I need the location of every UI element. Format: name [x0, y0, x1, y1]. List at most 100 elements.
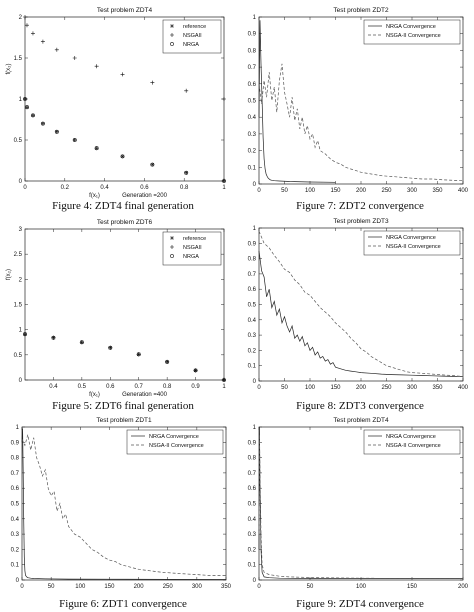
- chart-title: Test problem ZDT6: [97, 219, 153, 226]
- point-circle-0: [23, 97, 27, 101]
- point-star-10: [222, 179, 226, 183]
- chart-zdt3-convergence: Test problem ZDT3 0 50 100 150 200 250 300 350 40…: [237, 213, 474, 400]
- x-tick-label: 0.7: [135, 384, 144, 390]
- legend-label: NRGA: [183, 42, 199, 48]
- chart-title: Test problem ZDT1: [96, 417, 152, 424]
- point-circle-6: [94, 146, 99, 151]
- generation-annotation: Generation =400: [122, 392, 168, 398]
- x-tick-label: 0.6: [140, 185, 149, 191]
- x-axis-label: f(x₁): [89, 392, 100, 398]
- y-tick-label: 0.8: [248, 257, 257, 263]
- point-circle-2: [31, 113, 35, 118]
- x-tick-label: 100: [305, 188, 316, 194]
- point-circle-7: [222, 378, 226, 382]
- y-tick-label: 0.5: [248, 502, 257, 508]
- y-tick-label: 0.1: [248, 364, 257, 370]
- point-star-9: [184, 170, 189, 175]
- caption-figure-8: Figure 8: ZDT3 convergence: [296, 400, 424, 412]
- y-tick-label: 0.3: [248, 132, 257, 138]
- x-tick-label: 300: [407, 188, 418, 194]
- y-tick-label: 0: [16, 578, 20, 584]
- chart-title: Test problem ZDT3: [333, 218, 389, 225]
- x-tick-label: 350: [432, 385, 443, 391]
- point-star-1: [24, 105, 29, 110]
- series-line-1: [258, 63, 464, 182]
- chart-zdt2-convergence: Test problem ZDT2 0 50 100 150 200 250 300 350 40…: [237, 0, 474, 200]
- y-tick-label: 0: [19, 179, 23, 185]
- legend-label: NRGA Convergence: [386, 24, 436, 30]
- y-tick-label: 1: [16, 425, 20, 431]
- point-star-0: [23, 97, 27, 101]
- legend-label: NRGA Convergence: [386, 235, 436, 241]
- y-tick-label: 1: [253, 226, 257, 232]
- legend-label: NSGAII: [183, 245, 202, 251]
- caption-figure-4: Figure 4: ZDT4 final generation: [52, 200, 194, 212]
- point-circle-3: [108, 345, 113, 350]
- point-plus-0: [23, 15, 27, 19]
- point-star-7: [120, 154, 125, 159]
- chart-zdt4-front: Test problem ZDT4 0 0.2 0.4 0.6 0.8 1 0 0.5 1 1.5 2…: [0, 0, 237, 200]
- series-line-1: [258, 434, 463, 579]
- y-tick-label: 0.9: [248, 241, 257, 247]
- x-tick-label: 200: [356, 385, 367, 391]
- legend-box: [363, 429, 461, 455]
- x-tick-label: 200: [458, 584, 469, 590]
- legend-label: NRGA: [183, 254, 199, 260]
- chart-zdt4-front-svg: Test problem ZDT4 0 0.2 0.4 0.6 0.8 1 0 0.5 1 1.5 2…: [6, 7, 226, 199]
- x-tick-label: 0: [23, 185, 27, 191]
- x-tick-label: 300: [192, 584, 203, 590]
- point-circle-10: [222, 179, 226, 183]
- series-nrga-convergence: [258, 20, 336, 183]
- series-line-0: [258, 20, 336, 183]
- legend: reference NSGAII NRGA: [162, 231, 222, 266]
- point-plus-6: [94, 64, 99, 69]
- x-axis-label: f(x₁): [89, 193, 100, 199]
- y-tick-label: 0.5: [11, 502, 20, 508]
- y-tick-label: 0.1: [248, 563, 257, 569]
- x-tick-label: 0.8: [163, 384, 172, 390]
- legend-label: NSGA-II Convergence: [149, 443, 204, 449]
- legend-label: NSGA-II Convergence: [386, 443, 441, 449]
- point-plus-3: [40, 39, 45, 44]
- y-tick-label: 0.5: [14, 353, 23, 359]
- legend: reference NSGAII NRGA: [162, 19, 222, 54]
- x-tick-label: 0.9: [191, 384, 200, 390]
- x-tick-label: 350: [221, 584, 232, 590]
- x-tick-label: 250: [381, 385, 392, 391]
- point-circle-7: [120, 154, 125, 159]
- y-tick-label: 1.5: [14, 56, 23, 62]
- legend-label: NSGA-II Convergence: [386, 33, 441, 39]
- y-axis-label: f(x₂): [6, 269, 12, 280]
- legend: NRGA Convergence NSGA-II Convergence: [363, 19, 461, 45]
- y-tick-label: 2.5: [14, 252, 23, 258]
- x-tick-label: 350: [432, 188, 443, 194]
- x-tick-label: 250: [381, 188, 392, 194]
- point-circle-2: [79, 340, 84, 345]
- y-tick-label: 0: [253, 379, 257, 385]
- point-plus-5: [72, 56, 77, 60]
- y-tick-label: 0.2: [11, 547, 20, 553]
- x-tick-label: 250: [163, 584, 174, 590]
- y-tick-label: 1: [253, 425, 257, 431]
- caption-figure-5: Figure 5: ZDT6 final generation: [52, 400, 194, 412]
- chart-title: Test problem ZDT2: [333, 7, 389, 14]
- point-circle-4: [136, 352, 141, 357]
- x-tick-label: 400: [458, 188, 469, 194]
- series-nsgaii: [23, 15, 226, 101]
- y-tick-label: 0: [19, 378, 23, 384]
- point-plus-7: [120, 72, 125, 77]
- series-line-0: [258, 250, 463, 377]
- x-tick-label: 100: [356, 584, 367, 590]
- legend-label: NRGA Convergence: [149, 434, 199, 440]
- series-line-0: [21, 428, 227, 580]
- y-tick-label: 0.6: [248, 82, 257, 88]
- y-tick-label: 0.8: [248, 456, 257, 462]
- point-circle-1: [25, 105, 29, 110]
- series-nrga-convergence: [258, 250, 463, 377]
- legend-label: NRGA Convergence: [386, 434, 436, 440]
- y-tick-label: 0.7: [248, 65, 257, 71]
- y-tick-label: 0.5: [248, 99, 257, 105]
- x-tick-label: 200: [356, 188, 367, 194]
- point-plus-1: [24, 23, 29, 28]
- chart-zdt2-convergence-svg: Test problem ZDT2 0 50 100 150 200 250 300 350 40…: [248, 7, 469, 194]
